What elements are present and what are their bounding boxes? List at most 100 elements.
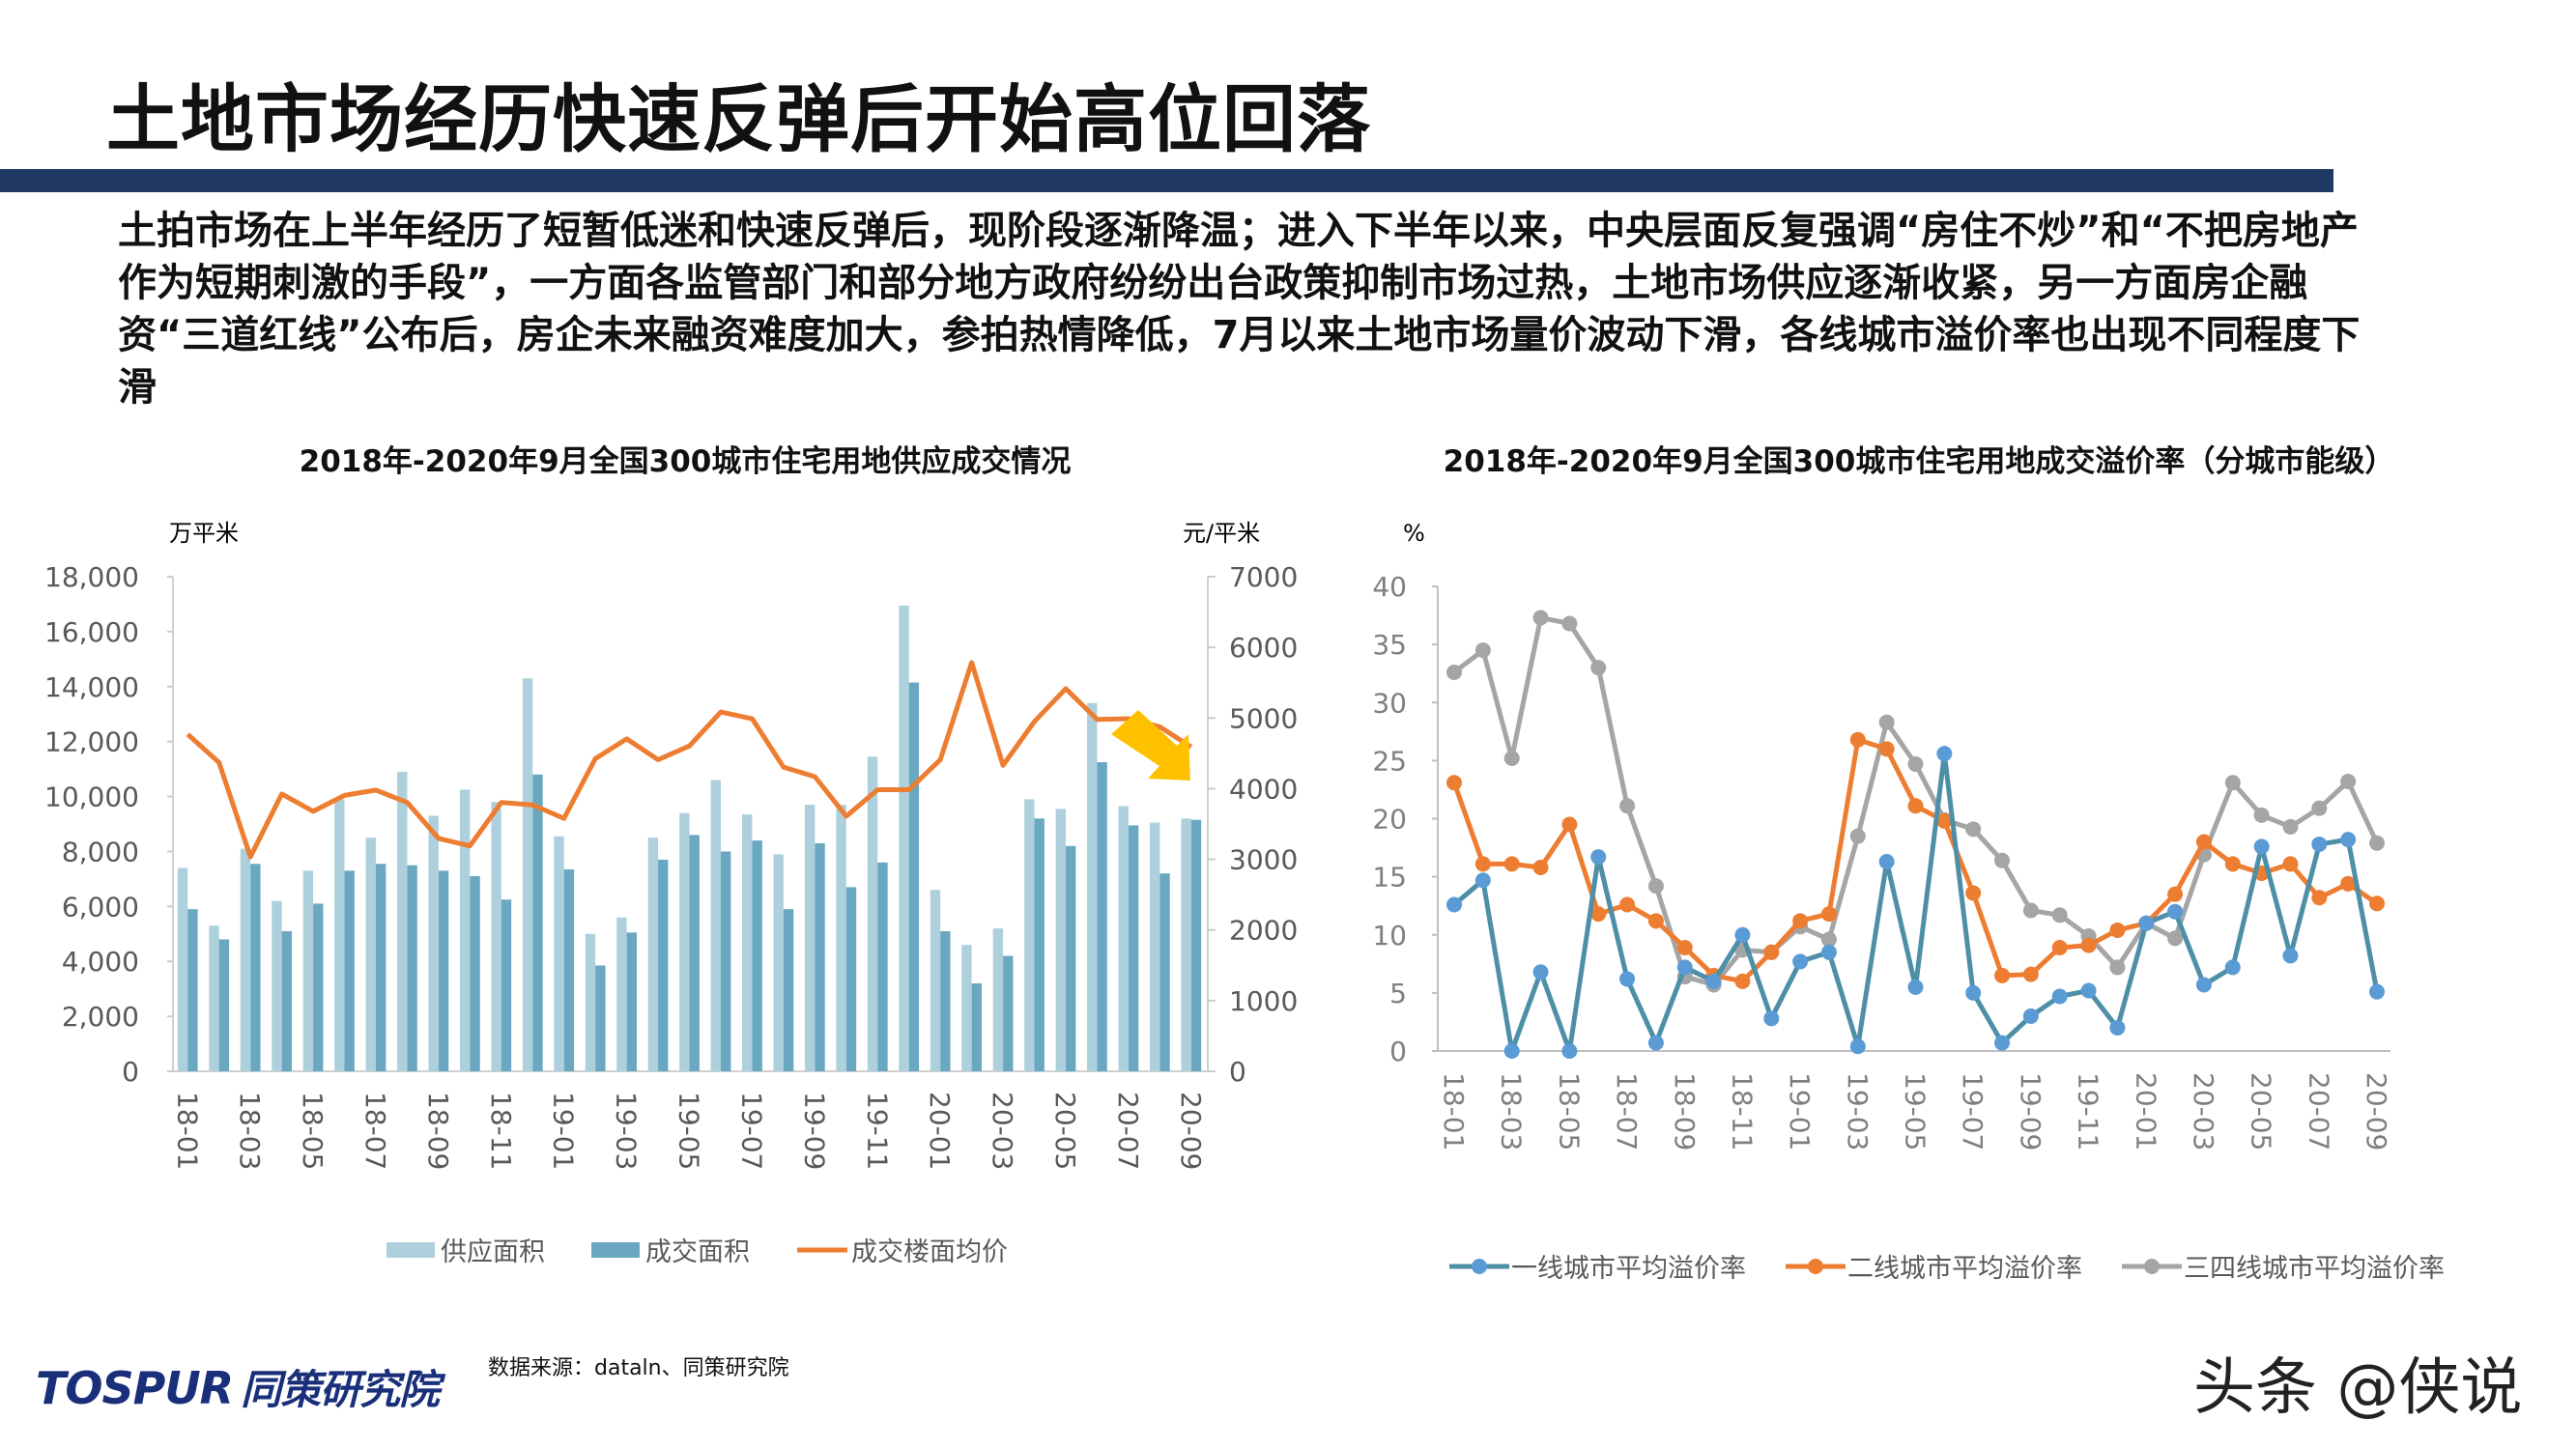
bar-supply bbox=[240, 848, 251, 1071]
bar-deal bbox=[532, 774, 543, 1071]
x-tick-label: 20-05 bbox=[2246, 1072, 2277, 1151]
bar-deal bbox=[563, 868, 575, 1071]
x-tick-label: 18-07 bbox=[1611, 1072, 1643, 1151]
series-point-1 bbox=[1936, 812, 1953, 829]
x-tick-label: 18-11 bbox=[485, 1092, 517, 1170]
bar-supply bbox=[992, 928, 1004, 1071]
series-point-2 bbox=[2167, 930, 2184, 947]
series-point-0 bbox=[1763, 1010, 1780, 1027]
series-point-0 bbox=[2253, 838, 2270, 855]
bar-supply bbox=[1149, 822, 1160, 1071]
legend-label: 三四线城市平均溢价率 bbox=[2184, 1254, 2445, 1284]
legend-marker bbox=[1472, 1259, 1487, 1274]
series-point-0 bbox=[2311, 836, 2328, 852]
series-point-0 bbox=[1474, 872, 1491, 889]
series-point-1 bbox=[1532, 860, 1549, 876]
x-tick-label: 18-07 bbox=[359, 1092, 391, 1170]
legend-label: 成交面积 bbox=[645, 1237, 750, 1267]
right-tick-label: 2000 bbox=[1229, 915, 1298, 947]
bar-deal bbox=[1190, 819, 1202, 1071]
series-point-2 bbox=[1820, 931, 1837, 948]
series-point-2 bbox=[2311, 800, 2328, 816]
series-point-0 bbox=[1446, 896, 1462, 913]
series-point-2 bbox=[2369, 835, 2385, 851]
x-tick-label: 18-01 bbox=[171, 1092, 203, 1170]
series-point-1 bbox=[1734, 973, 1751, 989]
x-tick-label: 20-03 bbox=[2188, 1072, 2219, 1151]
series-point-0 bbox=[1676, 959, 1693, 976]
legend-swatch bbox=[386, 1242, 435, 1258]
series-point-2 bbox=[1561, 615, 1578, 632]
page-title: 土地市场经历快速反弹后开始高位回落 bbox=[106, 76, 1371, 162]
bar-deal bbox=[187, 909, 198, 1071]
down-arrow-annotation bbox=[1111, 710, 1190, 781]
watermark: 头条 @侠说 bbox=[2193, 1352, 2523, 1424]
series-point-2 bbox=[1532, 610, 1549, 626]
bar-supply bbox=[302, 870, 314, 1071]
right-tick-label: 6000 bbox=[1229, 632, 1298, 664]
series-point-2 bbox=[1907, 755, 1924, 772]
left-tick-label: 4,000 bbox=[62, 946, 139, 978]
series-point-1 bbox=[1590, 906, 1607, 923]
bar-supply bbox=[961, 945, 972, 1071]
series-point-1 bbox=[2369, 895, 2385, 912]
series-point-1 bbox=[1792, 913, 1809, 929]
bar-deal bbox=[1065, 845, 1076, 1071]
series-point-1 bbox=[2109, 922, 2126, 938]
series-point-2 bbox=[2051, 907, 2068, 923]
x-tick-label: 20-01 bbox=[2130, 1072, 2161, 1151]
x-tick-label: 19-11 bbox=[2073, 1072, 2104, 1151]
bar-deal bbox=[281, 930, 293, 1071]
series-point-2 bbox=[1965, 821, 1982, 838]
series-point-1 bbox=[1994, 967, 2011, 983]
bar-deal bbox=[470, 876, 480, 1071]
series-point-0 bbox=[1532, 964, 1549, 980]
x-tick-label: 20-05 bbox=[1049, 1092, 1081, 1170]
x-tick-label: 20-01 bbox=[924, 1092, 956, 1170]
bar-deal bbox=[1003, 955, 1014, 1071]
left-tick-label: 16,000 bbox=[44, 616, 139, 648]
right-tick-label: 1000 bbox=[1229, 985, 1298, 1017]
series-point-1 bbox=[1849, 731, 1866, 748]
series-point-1 bbox=[1965, 885, 1982, 901]
x-tick-label: 19-05 bbox=[1900, 1072, 1932, 1151]
legend-label: 成交楼面均价 bbox=[851, 1237, 1008, 1267]
bar-supply bbox=[679, 812, 690, 1071]
series-point-2 bbox=[1590, 660, 1607, 676]
right-tick-label: 4000 bbox=[1229, 773, 1298, 805]
left-chart-title: 2018年-2020年9月全国300城市住宅用地供应成交情况 bbox=[299, 444, 1072, 479]
left-axis-unit: 万平米 bbox=[169, 520, 239, 547]
series-point-2 bbox=[2340, 774, 2357, 790]
title-divider-bar bbox=[0, 169, 2333, 192]
series-point-1 bbox=[1820, 906, 1837, 923]
x-tick-label: 18-05 bbox=[297, 1092, 329, 1170]
bar-supply bbox=[804, 805, 816, 1071]
legend-label: 一线城市平均溢价率 bbox=[1511, 1254, 1746, 1284]
y-tick-label: 5 bbox=[1389, 978, 1407, 1009]
series-point-2 bbox=[2253, 807, 2270, 823]
series-point-0 bbox=[1878, 853, 1895, 869]
series-point-2 bbox=[2109, 959, 2126, 976]
bar-deal bbox=[908, 682, 920, 1071]
series-point-0 bbox=[1936, 746, 1953, 762]
legend-marker bbox=[1808, 1259, 1823, 1274]
series-point-0 bbox=[2167, 903, 2184, 920]
data-source: 数据来源：dataln、同策研究院 bbox=[488, 1356, 789, 1380]
series-point-1 bbox=[2051, 939, 2068, 955]
y-tick-label: 0 bbox=[1389, 1036, 1407, 1067]
bar-deal bbox=[815, 842, 825, 1071]
series-point-0 bbox=[2051, 988, 2068, 1005]
x-tick-label: 18-01 bbox=[1438, 1072, 1470, 1151]
series-point-0 bbox=[1647, 1035, 1664, 1051]
y-tick-label: 35 bbox=[1372, 629, 1407, 661]
left-tick-label: 12,000 bbox=[44, 726, 139, 758]
bar-supply bbox=[491, 802, 501, 1071]
bar-deal bbox=[752, 840, 762, 1071]
left-tick-label: 8,000 bbox=[62, 836, 139, 867]
bar-deal bbox=[250, 864, 261, 1071]
series-point-2 bbox=[1503, 750, 1520, 766]
x-tick-label: 20-09 bbox=[1175, 1092, 1207, 1170]
y-tick-label: 40 bbox=[1372, 571, 1407, 603]
series-point-1 bbox=[1619, 896, 1636, 913]
